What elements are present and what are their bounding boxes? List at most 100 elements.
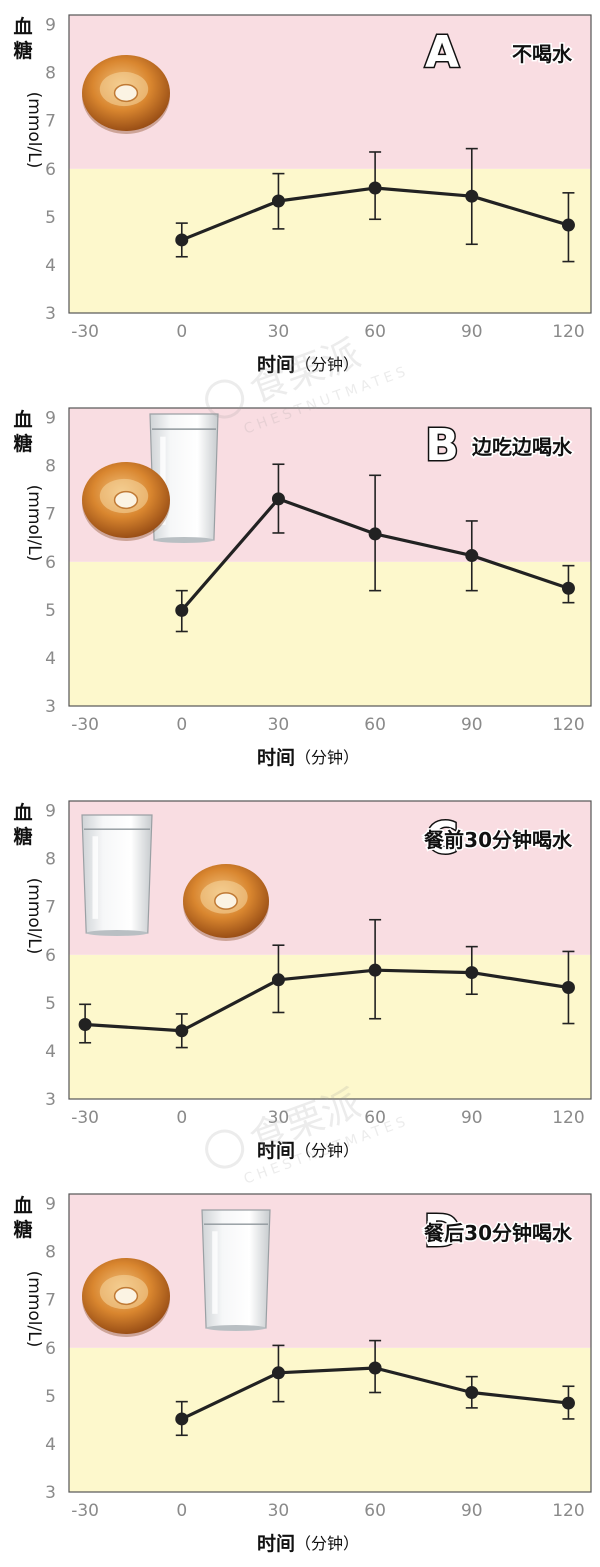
y-axis-label: 血糖 (mmol/L) xyxy=(13,408,44,561)
plot-frame xyxy=(68,800,592,1100)
y-axis-label-char: 糖 xyxy=(13,1218,32,1241)
bagel-hole xyxy=(114,1287,138,1305)
x-tick-label: 120 xyxy=(552,1501,584,1521)
glass-base xyxy=(206,1325,266,1331)
chart-panel-b: 3 4 5 6 7 8 9 -30 0 30 60 90 120 血糖 (mmol/L) 时间 （分钟） B 边吃边… xyxy=(13,407,592,769)
x-tick-label: 30 xyxy=(268,715,290,735)
y-tick-label: 6 xyxy=(45,1339,56,1359)
y-tick-label: 9 xyxy=(45,409,56,429)
bagel-icon xyxy=(183,864,269,941)
data-point xyxy=(175,1024,189,1038)
chart-panel-d: 3 4 5 6 7 8 9 -30 0 30 60 90 120 血糖 (mmol/L) 时间 （分钟） D餐后3… xyxy=(13,1193,592,1555)
water-glass-icon xyxy=(81,814,153,936)
y-axis-label-char: 血 xyxy=(13,15,32,38)
y-axis-label-char: 血 xyxy=(13,1194,32,1217)
x-axis-label: 时间 （分钟） xyxy=(257,1140,359,1162)
glass-shine xyxy=(212,1231,218,1314)
bagel-hole-edge xyxy=(113,1286,139,1306)
y-tick-label: 6 xyxy=(45,553,56,573)
panel-letter: D xyxy=(424,1206,461,1257)
y-tick-label: 6 xyxy=(45,946,56,966)
y-axis-label-char: 糖 xyxy=(13,39,32,62)
y-axis-label-unit: (mmol/L) xyxy=(24,878,44,955)
x-tick-label: -30 xyxy=(71,322,99,342)
x-tick-label: 0 xyxy=(176,322,187,342)
data-point xyxy=(175,233,189,247)
x-tick-label: 90 xyxy=(461,322,483,342)
data-point xyxy=(465,966,479,980)
bagel-icon xyxy=(82,55,170,134)
bagel-hole-edge xyxy=(113,83,139,103)
x-tick-label: -30 xyxy=(71,1501,99,1521)
x-tick-label: 60 xyxy=(364,322,386,342)
x-tick-label: 120 xyxy=(552,1108,584,1128)
y-tick-label: 5 xyxy=(45,994,56,1014)
plot-frame xyxy=(68,407,592,707)
x-tick-label: -30 xyxy=(71,715,99,735)
bagel-hole-edge xyxy=(214,892,238,910)
x-axis-label: 时间 （分钟） xyxy=(257,747,359,769)
data-point xyxy=(465,549,479,563)
bagel-hole xyxy=(114,84,138,102)
glass-shine xyxy=(92,836,99,919)
x-axis-label-main: 时间 xyxy=(257,354,295,376)
x-axis-label-unit: （分钟） xyxy=(295,355,359,374)
y-tick-label: 5 xyxy=(45,601,56,621)
data-point xyxy=(368,181,382,195)
x-tick-label: 120 xyxy=(552,715,584,735)
x-axis-label-unit: （分钟） xyxy=(295,1534,359,1553)
y-axis-label: 血糖 (mmol/L) xyxy=(13,1194,44,1347)
y-tick-label: 7 xyxy=(45,898,56,918)
data-point xyxy=(561,980,575,994)
glass-base xyxy=(154,537,214,543)
data-point xyxy=(368,963,382,977)
data-point xyxy=(271,973,285,987)
normal-range-band xyxy=(69,561,591,706)
y-tick-label: 5 xyxy=(45,1387,56,1407)
data-point xyxy=(561,581,575,595)
y-axis-label-char: 血 xyxy=(13,408,32,431)
y-tick-label: 8 xyxy=(45,1243,56,1263)
x-tick-label: 90 xyxy=(461,1108,483,1128)
y-tick-label: 3 xyxy=(45,304,56,324)
y-axis-label-unit: (mmol/L) xyxy=(24,92,44,169)
x-tick-label: 60 xyxy=(364,1108,386,1128)
y-axis-label-char: 糖 xyxy=(13,432,32,455)
y-tick-label: 5 xyxy=(45,208,56,228)
normal-range-band xyxy=(69,1347,591,1492)
x-tick-label: 60 xyxy=(364,715,386,735)
y-tick-label: 8 xyxy=(45,64,56,84)
x-axis-label: 时间 （分钟） xyxy=(257,1533,359,1555)
data-point xyxy=(271,1366,285,1380)
panel-title: 餐后30分钟喝水 xyxy=(424,1221,573,1245)
y-tick-label: 4 xyxy=(45,256,56,276)
data-point xyxy=(368,1361,382,1375)
data-point xyxy=(175,1412,189,1426)
x-axis-label-unit: （分钟） xyxy=(295,1141,359,1160)
glass-body xyxy=(81,814,153,934)
data-point xyxy=(78,1018,92,1031)
data-point xyxy=(368,527,382,541)
plot-frame xyxy=(68,1193,592,1493)
y-tick-label: 3 xyxy=(45,1090,56,1110)
panel-title: 餐前30分钟喝水 xyxy=(424,828,573,852)
data-point xyxy=(175,603,189,617)
y-axis-label-char: 糖 xyxy=(13,825,32,848)
y-tick-label: 4 xyxy=(45,1042,56,1062)
chart-panel-c: 3 4 5 6 7 8 9 -30 0 30 60 90 120 血糖 (mmol/L) 时间 （分钟） C餐前3… xyxy=(13,800,592,1162)
normal-range-band xyxy=(69,168,591,313)
series-line xyxy=(85,968,569,1033)
x-axis-label-main: 时间 xyxy=(257,747,295,769)
y-tick-label: 9 xyxy=(45,1195,56,1215)
y-axis-label-unit: (mmol/L) xyxy=(24,485,44,562)
chart-panel-a: 3 4 5 6 7 8 9 -30 0 30 60 90 120 血糖 (mmol/L) 时间 （分钟） A 不喝水 xyxy=(13,14,592,376)
y-axis-label: 血糖 (mmol/L) xyxy=(13,15,44,168)
panel-letter: B xyxy=(425,420,459,471)
normal-range-band xyxy=(69,954,591,1099)
high-range-band xyxy=(69,801,591,955)
bagel-hole xyxy=(214,892,238,910)
data-point xyxy=(561,218,575,232)
x-tick-label: 30 xyxy=(268,1501,290,1521)
x-tick-label: 90 xyxy=(461,715,483,735)
